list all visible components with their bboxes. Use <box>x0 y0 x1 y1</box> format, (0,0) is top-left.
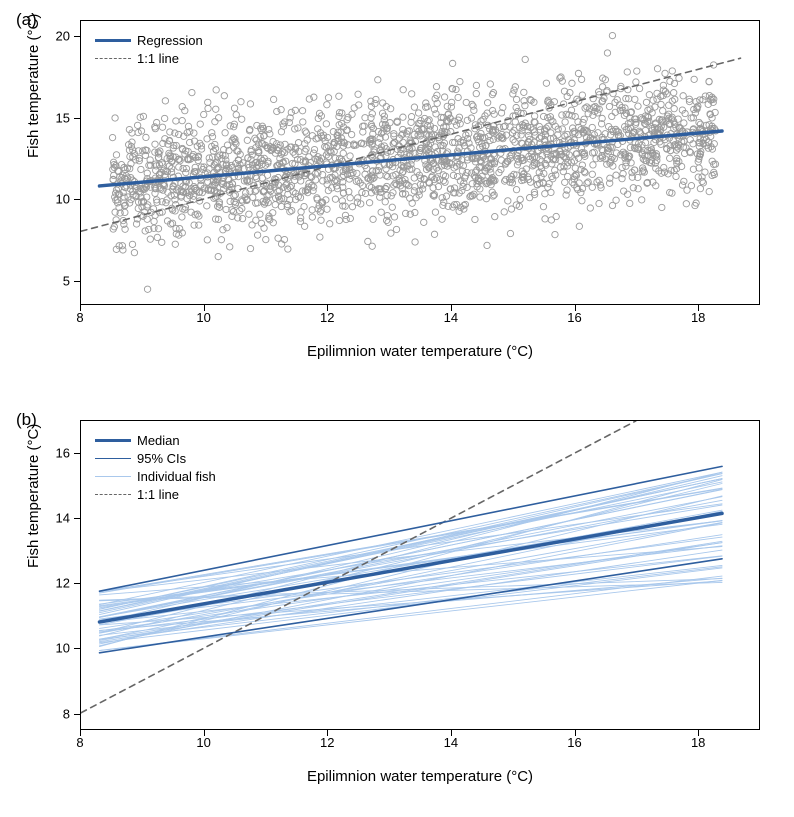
y-tick-label: 5 <box>63 273 70 288</box>
panel-a: Regression1:1 line Fish temperature (°C)… <box>80 20 760 365</box>
panel-b-ylabel: Fish temperature (°C) <box>25 424 42 568</box>
x-tick-label: 12 <box>320 310 334 325</box>
legend-item: Individual fish <box>95 467 216 485</box>
y-tick-label: 8 <box>63 706 70 721</box>
x-tick-label: 14 <box>444 310 458 325</box>
legend-item: Regression <box>95 31 203 49</box>
y-tick-label: 10 <box>56 192 70 207</box>
x-tick-label: 16 <box>567 310 581 325</box>
x-tick-label: 18 <box>691 310 705 325</box>
y-tick-label: 15 <box>56 110 70 125</box>
legend-label: 1:1 line <box>137 487 179 502</box>
x-tick-label: 10 <box>196 735 210 750</box>
legend-item: 1:1 line <box>95 485 216 503</box>
legend-label: 95% CIs <box>137 451 186 466</box>
y-tick-label: 10 <box>56 641 70 656</box>
y-tick-label: 14 <box>56 510 70 525</box>
legend-label: 1:1 line <box>137 51 179 66</box>
legend-label: Regression <box>137 33 203 48</box>
figure: (a) Regression1:1 line Fish temperature … <box>0 0 794 817</box>
x-tick-label: 18 <box>691 735 705 750</box>
panel-a-ylabel: Fish temperature (°C) <box>25 14 42 158</box>
panel-b-xlabel: Epilimnion water temperature (°C) <box>80 768 760 785</box>
legend-label: Median <box>137 433 180 448</box>
x-tick-label: 14 <box>444 735 458 750</box>
panel-a-legend: Regression 1:1 line <box>89 27 209 71</box>
x-tick-label: 16 <box>567 735 581 750</box>
legend-item: 95% CIs <box>95 449 216 467</box>
x-tick-label: 10 <box>196 310 210 325</box>
legend-item: Median <box>95 431 216 449</box>
y-tick-label: 16 <box>56 445 70 460</box>
panel-b-legend: Median 95% CIs Individual fish 1:1 line <box>89 427 222 507</box>
panel-a-plot-area: Regression 1:1 line <box>80 20 760 305</box>
x-tick-label: 8 <box>76 735 83 750</box>
panel-b-plot-area: Median 95% CIs Individual fish 1:1 line <box>80 420 760 730</box>
y-tick-label: 20 <box>56 29 70 44</box>
x-tick-label: 12 <box>320 735 334 750</box>
panel-a-xlabel: Epilimnion water temperature (°C) <box>80 343 760 360</box>
panel-b: Median95% CIsIndividual fish1:1 line Fis… <box>80 420 760 790</box>
y-tick-label: 12 <box>56 576 70 591</box>
legend-label: Individual fish <box>137 469 216 484</box>
legend-item: 1:1 line <box>95 49 203 67</box>
x-tick-label: 8 <box>76 310 83 325</box>
